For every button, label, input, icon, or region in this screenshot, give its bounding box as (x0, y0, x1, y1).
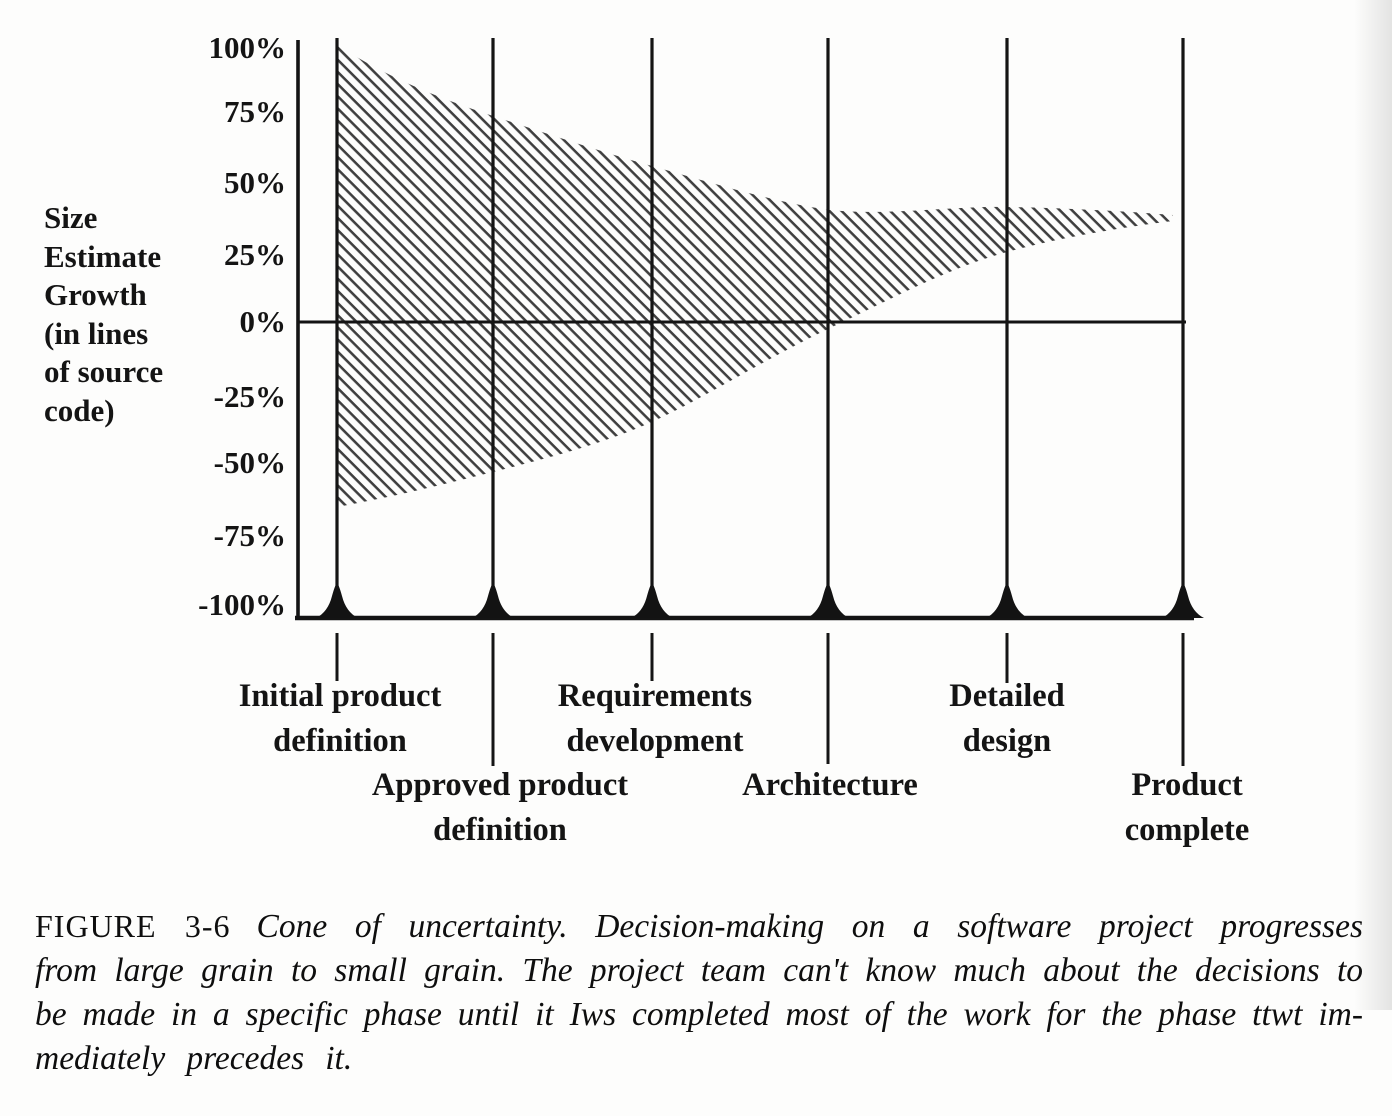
y-tick-label: 100% (208, 30, 287, 65)
y-tick-label: -50% (213, 445, 286, 480)
caption-line: be made in a specific phase until it Iws… (35, 996, 1363, 1033)
figure-caption: FIGURE 3-6 Cone of uncertainty. Decision-… (35, 904, 1363, 1081)
label-leader-ticks (335, 633, 1185, 766)
y-tick-label: 50% (224, 165, 286, 200)
milestone-label-product-complete: Product complete (1124, 767, 1250, 848)
y-tick-label: 25% (224, 237, 286, 272)
caption-line: FIGURE 3-6 Cone of uncertainty. Decision-… (35, 904, 1363, 949)
figure-number: FIGURE 3-6 (35, 908, 231, 944)
caption-line: mediately precedes it. (35, 1040, 353, 1077)
y-tick-label: 75% (224, 94, 286, 129)
y-axis-title: Size Estimate Growth (in lines of source… (44, 199, 234, 430)
y-axis-title-line: of source (44, 354, 164, 389)
y-tick-label: -100% (198, 587, 286, 622)
milestone-label-detailed-design: Detailed design (949, 678, 1065, 759)
y-tick-label: -25% (213, 379, 286, 414)
milestone-gridlines (335, 38, 1185, 618)
y-axis-title-line: Size (44, 200, 98, 235)
milestone-triangle-markers (316, 583, 1204, 618)
uncertainty-cone-area (337, 45, 1173, 507)
y-axis-title-line: (in lines (44, 315, 149, 351)
milestone-label-approved-product-definition: Approved product definition (371, 767, 629, 848)
milestone-label-requirements-development: Requirements development (557, 678, 753, 759)
y-tick-label: 0% (239, 304, 287, 339)
caption-line: from large grain to small grain. The pro… (35, 952, 1363, 989)
y-tick-label: -75% (213, 518, 286, 553)
y-axis-title-line: code) (44, 392, 115, 428)
caption-text: Cone of uncertainty. Decision-making on … (256, 908, 1363, 945)
milestone-label-architecture: Architecture (742, 767, 918, 803)
y-axis-title-line: Growth (44, 277, 147, 312)
milestone-label-initial-product-definition: Initial product definition (238, 678, 442, 759)
cone-chart-canvas (295, 38, 1204, 766)
y-axis-title-line: Estimate (44, 238, 162, 274)
